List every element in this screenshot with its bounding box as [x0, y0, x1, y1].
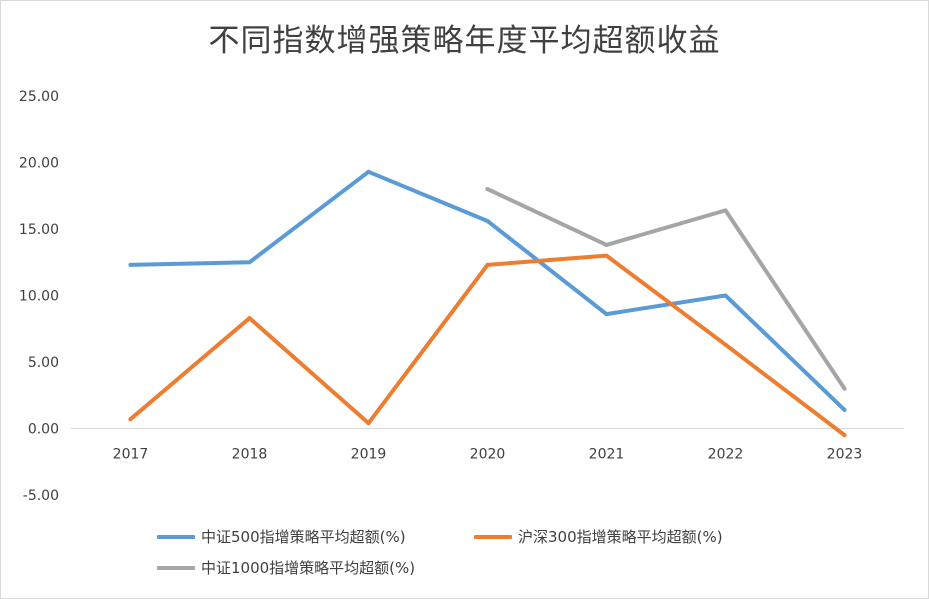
- data-point-s1-2017[interactable]: [128, 417, 133, 422]
- legend-item-hs300[interactable]: 沪深300指增策略平均超额(%): [474, 526, 723, 547]
- series-line-0[interactable]: [128, 169, 847, 412]
- data-point-s1-2022[interactable]: [723, 342, 728, 347]
- y-tick-label: -5.00: [23, 488, 59, 504]
- data-point-s2-2022[interactable]: [723, 208, 728, 213]
- legend-item-csi500[interactable]: 中证500指增策略平均超额(%): [157, 526, 406, 547]
- data-point-s1-2019[interactable]: [366, 421, 371, 426]
- data-point-s0-2022[interactable]: [723, 293, 728, 298]
- x-tick-label: 2022: [708, 447, 744, 463]
- data-point-s0-2020[interactable]: [485, 219, 490, 224]
- y-tick-label: 0.00: [28, 422, 59, 438]
- data-point-s2-2020[interactable]: [485, 187, 490, 192]
- data-point-s2-2021[interactable]: [604, 242, 609, 247]
- x-axis-ticks: 2017 2018 2019 2020 2021 2022 2023: [113, 447, 863, 463]
- y-tick-label: 5.00: [28, 355, 59, 371]
- y-tick-label: 15.00: [19, 222, 59, 238]
- y-tick-label: 10.00: [19, 289, 59, 305]
- legend-swatch-csi1000: [157, 565, 195, 570]
- x-tick-label: 2018: [232, 447, 268, 463]
- y-tick-label: 20.00: [19, 156, 59, 172]
- x-tick-label: 2017: [113, 447, 149, 463]
- legend-label-csi500: 中证500指增策略平均超额(%): [201, 528, 406, 546]
- series-line-2[interactable]: [485, 187, 847, 391]
- data-point-s1-2021[interactable]: [604, 253, 609, 258]
- data-point-s1-2023[interactable]: [842, 433, 847, 438]
- data-point-s0-2018[interactable]: [247, 260, 252, 265]
- y-axis-ticks: 25.00 20.00 15.00 10.00 5.00 0.00 -5.00: [19, 89, 59, 504]
- data-point-s1-2020[interactable]: [485, 262, 490, 267]
- x-tick-label: 2019: [351, 447, 387, 463]
- legend-swatch-csi500: [157, 534, 195, 539]
- y-tick-label: 25.00: [19, 89, 59, 105]
- legend-label-csi1000: 中证1000指增策略平均超额(%): [201, 559, 416, 577]
- series-lines: [128, 169, 847, 438]
- data-point-s0-2021[interactable]: [604, 312, 609, 317]
- legend-item-csi1000[interactable]: 中证1000指增策略平均超额(%): [157, 557, 415, 578]
- data-point-s1-2018[interactable]: [247, 316, 252, 321]
- x-tick-label: 2021: [589, 447, 625, 463]
- series-line-1[interactable]: [128, 253, 847, 438]
- data-point-s0-2023[interactable]: [842, 407, 847, 412]
- legend-label-hs300: 沪深300指增策略平均超额(%): [518, 528, 723, 546]
- data-point-s0-2019[interactable]: [366, 169, 371, 174]
- x-tick-label: 2023: [827, 447, 863, 463]
- chart-title: 不同指数增强策略年度平均超额收益: [208, 23, 721, 59]
- data-point-s2-2023[interactable]: [842, 386, 847, 391]
- x-tick-label: 2020: [470, 447, 506, 463]
- data-point-s0-2017[interactable]: [128, 262, 133, 267]
- legend-swatch-hs300: [474, 534, 512, 539]
